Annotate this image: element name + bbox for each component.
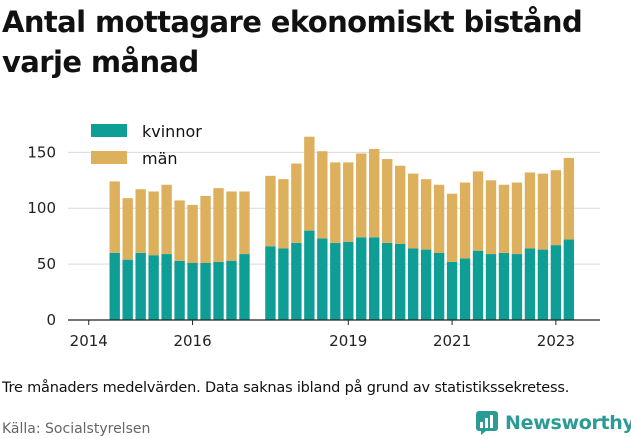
bar-kvinnor bbox=[148, 255, 159, 320]
bar-kvinnor bbox=[109, 252, 120, 320]
bar-kvinnor bbox=[485, 254, 497, 320]
x-tick-label: 2019 bbox=[329, 332, 367, 350]
bar-kvinnor bbox=[369, 237, 380, 320]
bar-kvinnor bbox=[278, 248, 289, 320]
bar-man bbox=[330, 162, 341, 243]
stacked-bar-chart: 2014 2016 2019 2021 2023 0 50 100 150 kvinnor mä… bbox=[27, 122, 600, 350]
brand-logo[interactable]: Newsworthy bbox=[475, 409, 631, 437]
bar-kvinnor bbox=[161, 254, 172, 320]
bar-man bbox=[485, 180, 497, 255]
bar-man bbox=[161, 184, 172, 255]
source-label: Källa: Socialstyrelsen bbox=[2, 421, 151, 437]
bar-kvinnor bbox=[524, 248, 536, 320]
legend-label-kvinnor: kvinnor bbox=[142, 122, 202, 141]
x-axis: 2014 2016 2019 2021 2023 bbox=[68, 319, 600, 350]
bar-kvinnor bbox=[550, 245, 562, 320]
bar-man bbox=[433, 184, 445, 253]
bar-kvinnor bbox=[304, 230, 315, 320]
bar-man bbox=[278, 179, 289, 249]
x-tick-label: 2016 bbox=[173, 332, 211, 350]
legend-label-män: män bbox=[142, 149, 178, 168]
bar-kvinnor bbox=[122, 259, 133, 320]
bar-kvinnor bbox=[317, 238, 328, 320]
bar-man bbox=[446, 193, 458, 262]
bar-man bbox=[265, 175, 276, 247]
bar-kvinnor bbox=[446, 261, 458, 320]
bar-man bbox=[239, 191, 250, 255]
chart-title: Antal mottagare ekonomiskt bistånd varje… bbox=[2, 5, 583, 79]
bar-man bbox=[135, 189, 146, 253]
brand-name: Newsworthy bbox=[505, 412, 631, 434]
x-tick-label: 2023 bbox=[537, 332, 575, 350]
bar-man bbox=[420, 179, 432, 250]
bar-kvinnor bbox=[226, 260, 237, 320]
bar-man bbox=[148, 191, 159, 256]
bar-kvinnor bbox=[498, 252, 510, 320]
bar-kvinnor bbox=[382, 242, 393, 320]
bar-man bbox=[394, 165, 406, 244]
bar-kvinnor bbox=[433, 252, 445, 320]
legend-swatch-kvinnor bbox=[91, 124, 127, 137]
y-tick-label: 0 bbox=[46, 311, 56, 329]
bar-kvinnor bbox=[343, 241, 354, 320]
bar-kvinnor bbox=[472, 250, 484, 320]
bar-man bbox=[563, 157, 575, 240]
bar-man bbox=[109, 181, 120, 253]
bars bbox=[109, 136, 575, 320]
bar-kvinnor bbox=[407, 248, 419, 320]
bar-kvinnor bbox=[511, 254, 523, 320]
bar-man bbox=[317, 151, 328, 239]
y-tick-label: 50 bbox=[37, 255, 56, 273]
bar-kvinnor bbox=[330, 242, 341, 320]
bar-kvinnor bbox=[187, 263, 198, 320]
x-tick-label: 2014 bbox=[70, 332, 108, 350]
y-tick-label: 100 bbox=[27, 199, 56, 217]
bar-man bbox=[174, 200, 185, 261]
bar-man bbox=[200, 195, 211, 263]
bar-man bbox=[524, 172, 536, 249]
bar-kvinnor bbox=[394, 244, 406, 320]
newsworthy-logo-icon bbox=[476, 411, 498, 435]
bar-man bbox=[407, 173, 419, 249]
bar-man bbox=[343, 162, 354, 242]
bar-kvinnor bbox=[563, 239, 575, 320]
bar-kvinnor bbox=[213, 261, 224, 320]
bar-kvinnor bbox=[135, 252, 146, 320]
legend-swatch-män bbox=[91, 151, 127, 164]
bar-man bbox=[304, 136, 315, 231]
bar-kvinnor bbox=[291, 242, 302, 320]
y-axis: 0 50 100 150 bbox=[27, 143, 56, 329]
bar-man bbox=[226, 191, 237, 261]
bar-man bbox=[459, 182, 471, 259]
bar-man bbox=[472, 171, 484, 251]
legend: kvinnor män bbox=[91, 122, 202, 168]
bar-kvinnor bbox=[174, 260, 185, 320]
bar-man bbox=[550, 170, 562, 246]
bar-man bbox=[537, 173, 549, 250]
bar-kvinnor bbox=[459, 258, 471, 320]
bar-man bbox=[498, 184, 510, 253]
bar-kvinnor bbox=[265, 246, 276, 320]
bar-kvinnor bbox=[356, 237, 367, 320]
bar-man bbox=[122, 198, 133, 260]
bar-man bbox=[291, 163, 302, 243]
bar-man bbox=[187, 204, 198, 263]
x-tick-label: 2021 bbox=[433, 332, 471, 350]
bar-man bbox=[356, 153, 367, 238]
bar-man bbox=[511, 182, 523, 255]
chart-note: Tre månaders medelvärden. Data saknas ib… bbox=[2, 380, 570, 396]
bar-man bbox=[213, 188, 224, 262]
bar-kvinnor bbox=[239, 254, 250, 320]
bar-kvinnor bbox=[537, 249, 549, 320]
bar-kvinnor bbox=[420, 249, 432, 320]
bar-man bbox=[382, 159, 393, 243]
bar-man bbox=[369, 149, 380, 238]
y-tick-label: 150 bbox=[27, 143, 56, 161]
bar-kvinnor bbox=[200, 263, 211, 320]
